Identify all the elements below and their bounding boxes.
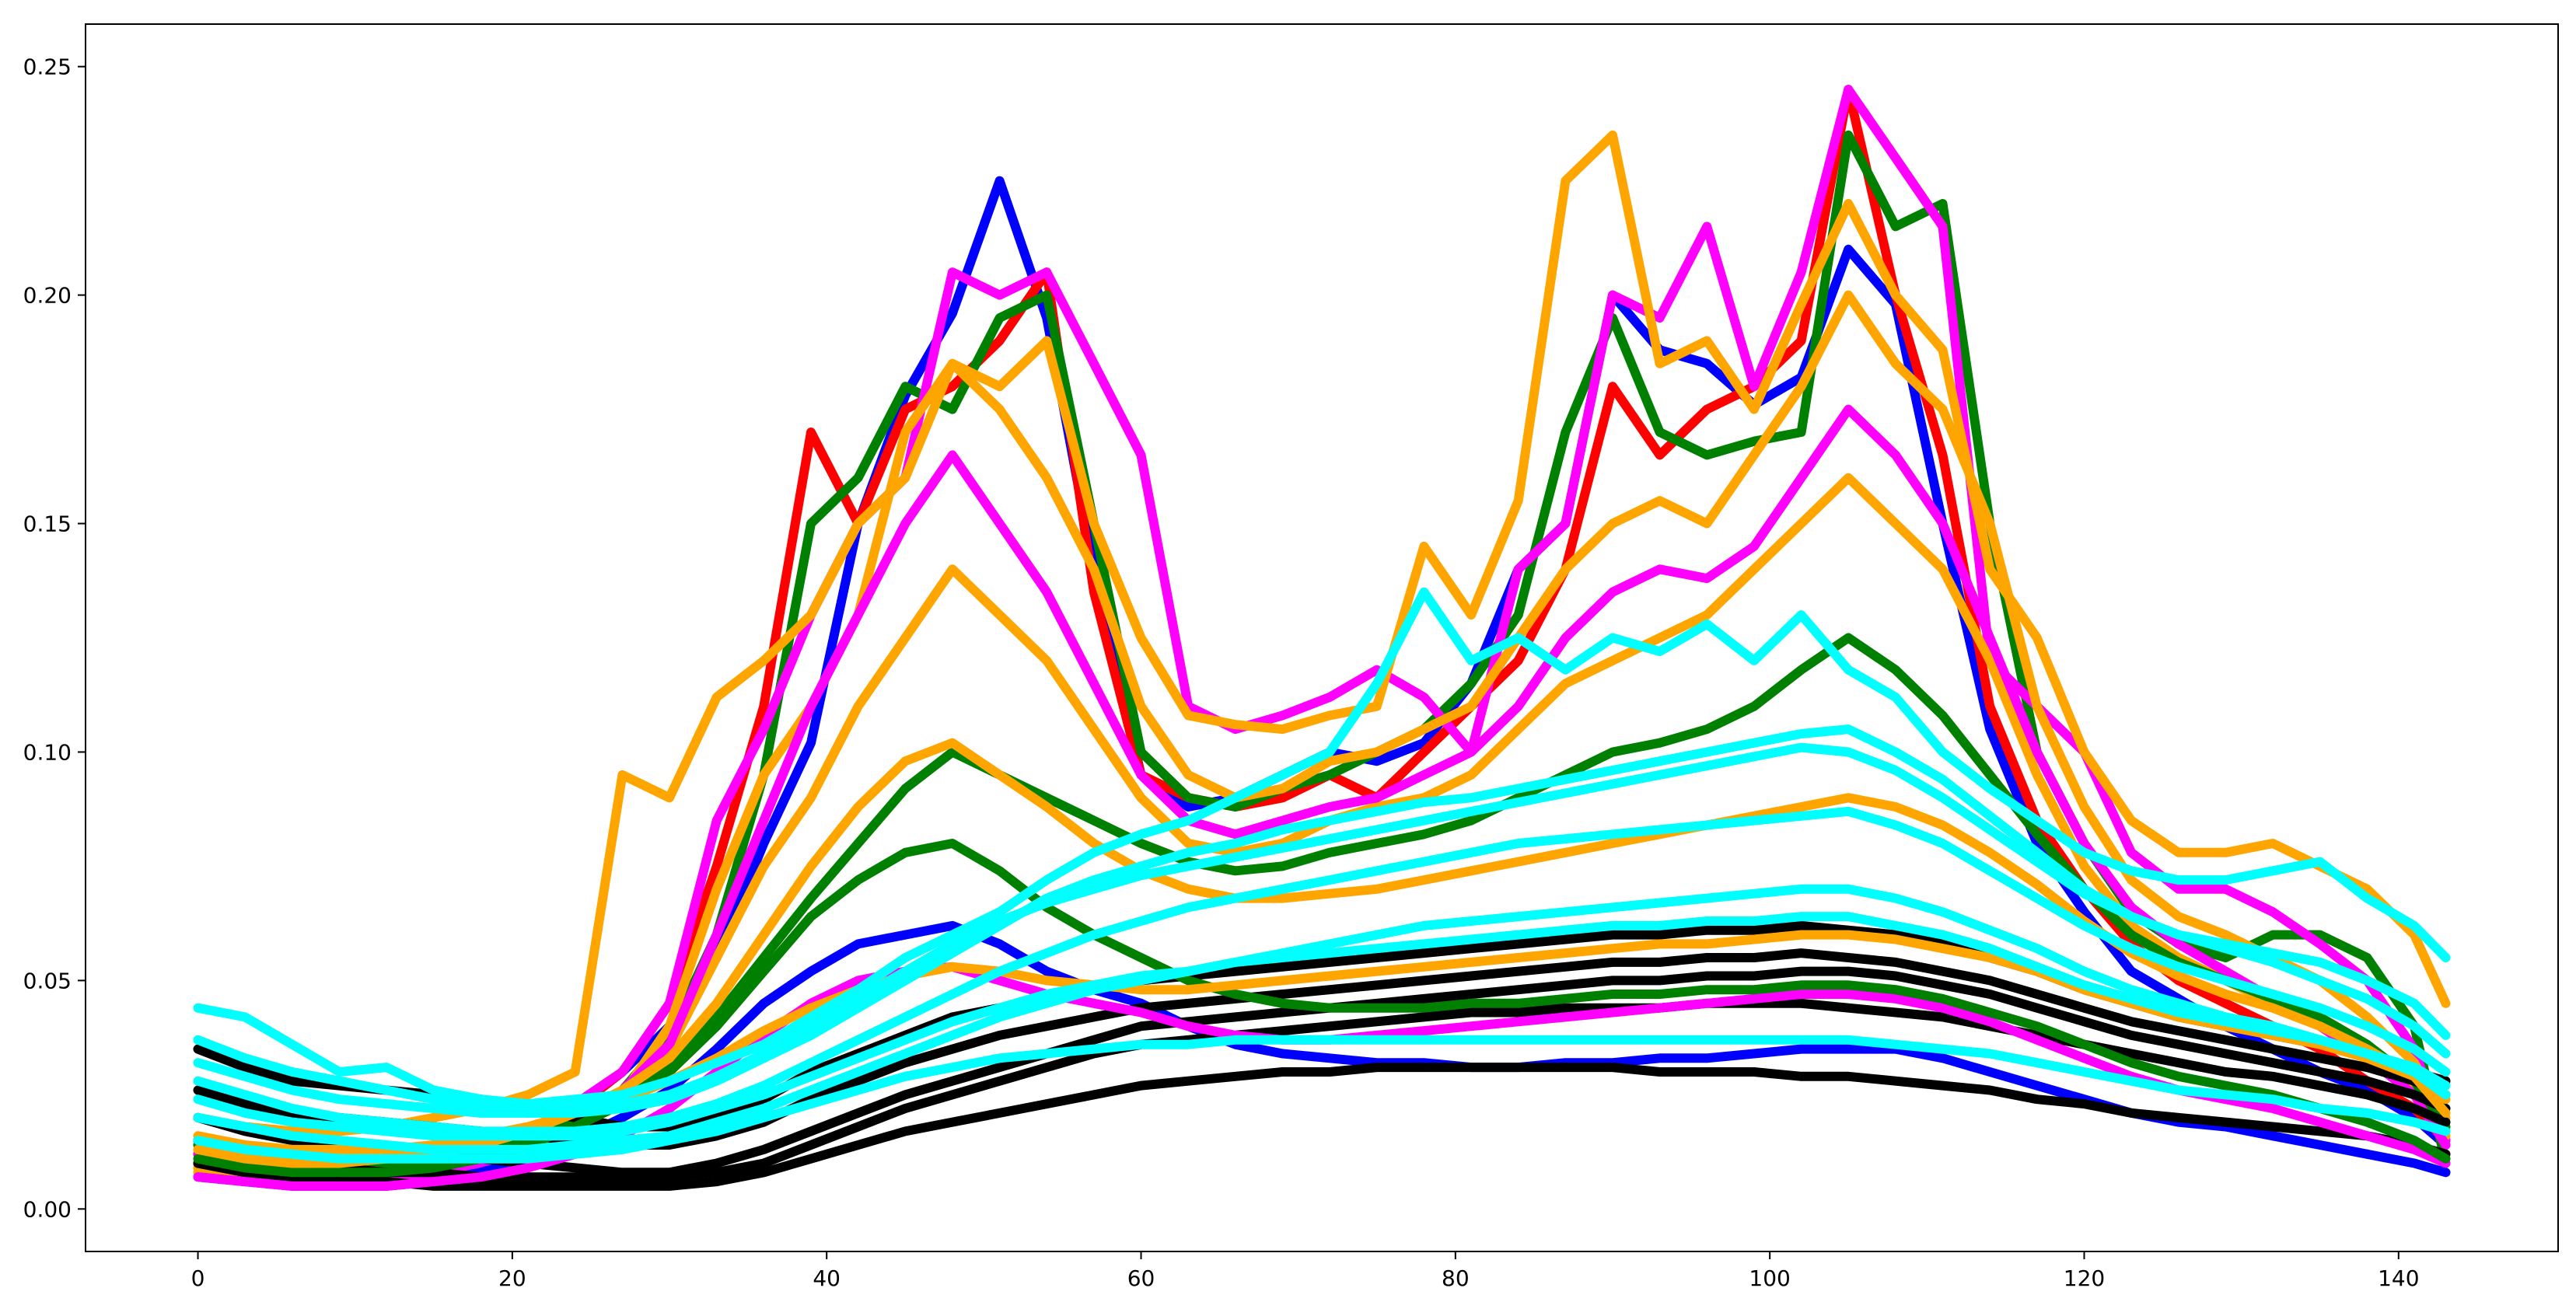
x-tick-label: 80 [1442, 1265, 1470, 1291]
x-tick-label: 40 [813, 1265, 841, 1291]
series-line-25 [193, 912, 2451, 1141]
series-line-4 [193, 130, 2451, 1136]
y-tick-label: 0.25 [23, 54, 72, 80]
x-axis: 0 20 40 60 80 100 120 140 [191, 1251, 2420, 1291]
series-line-22 [193, 884, 2451, 1154]
x-tick-label: 60 [1127, 1265, 1155, 1291]
series-line-12 [193, 1063, 2451, 1191]
y-tick-label: 0.05 [23, 968, 72, 993]
plot-frame [85, 23, 2559, 1252]
x-tick-label: 100 [1749, 1265, 1790, 1291]
y-tick-label: 0.20 [23, 283, 72, 309]
x-tick-label: 0 [191, 1265, 205, 1291]
x-tick-label: 140 [2378, 1265, 2419, 1291]
series-line-19 [193, 587, 2451, 1109]
y-tick-label: 0.10 [23, 739, 72, 765]
series-line-24 [193, 742, 2451, 1118]
y-tick-label: 0.00 [23, 1196, 72, 1222]
series-line-23 [193, 1035, 2451, 1164]
series-layer [193, 85, 2451, 1191]
y-tick-label: 0.15 [23, 511, 72, 537]
x-tick-label: 20 [498, 1265, 526, 1291]
y-axis: 0.00 0.05 0.10 0.15 0.20 0.25 [23, 54, 86, 1222]
x-tick-label: 120 [2064, 1265, 2105, 1291]
